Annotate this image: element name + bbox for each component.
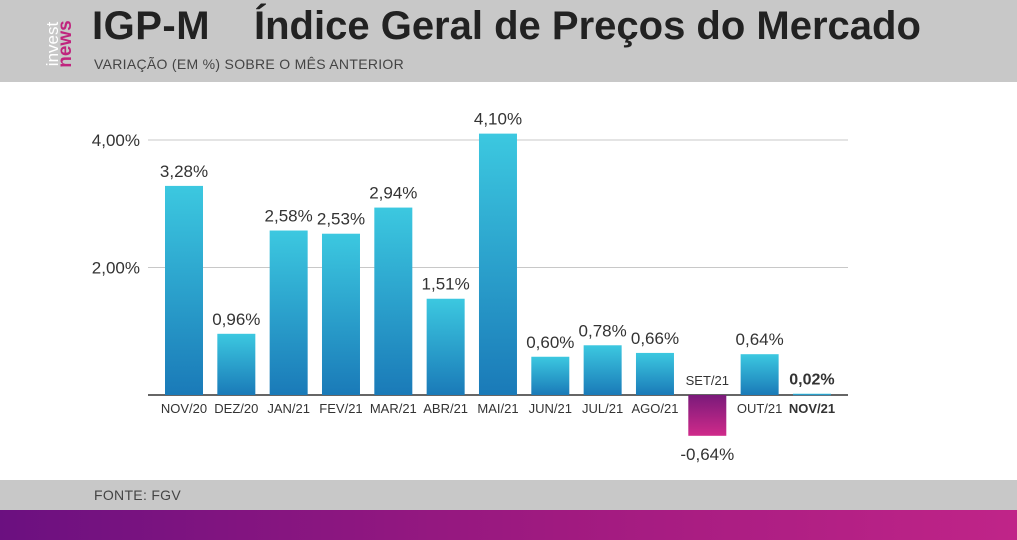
- bars: [165, 133, 831, 436]
- category-label: JUL/21: [582, 401, 623, 416]
- category-label: JAN/21: [267, 401, 310, 416]
- bar-abr-21: [426, 298, 465, 395]
- category-label: NOV/20: [161, 401, 207, 416]
- y-tick-label: 4,00%: [92, 131, 140, 150]
- value-label: 0,78%: [579, 321, 627, 340]
- bar-out-21: [740, 354, 779, 395]
- page-title: Índice Geral de Preços do Mercado: [254, 4, 921, 48]
- bar-chart: 2,00% 4,00% 3,28% NOV/20 0,96% DEZ/20 2,58% JAN…: [92, 110, 848, 464]
- bar-fev-21: [321, 233, 360, 395]
- category-label: OUT/21: [737, 401, 783, 416]
- value-label: 2,58%: [265, 207, 313, 226]
- y-tick-label: 2,00%: [92, 259, 140, 278]
- value-label: 0,96%: [212, 310, 260, 329]
- bar-jun-21: [531, 356, 570, 395]
- bar-dez-20: [217, 333, 256, 395]
- category-label: MAR/21: [370, 401, 417, 416]
- investnews-logo: news invest: [44, 20, 76, 68]
- bar-jan-21: [269, 230, 308, 395]
- brand-strip: [0, 510, 1017, 540]
- category-label: JUN/21: [529, 401, 572, 416]
- title-code: IGP-M: [92, 4, 211, 48]
- value-label: 2,94%: [369, 184, 417, 203]
- bar-mar-21: [374, 207, 413, 395]
- value-label: 3,28%: [160, 162, 208, 181]
- bar-nov-21: [792, 393, 831, 396]
- value-label: 0,60%: [526, 333, 574, 352]
- category-label: SET/21: [686, 373, 729, 388]
- category-label: ABR/21: [423, 401, 468, 416]
- labels: 2,00% 4,00% 3,28% NOV/20 0,96% DEZ/20 2,58% JAN…: [92, 110, 835, 464]
- category-label: MAI/21: [477, 401, 518, 416]
- value-label: 2,53%: [317, 210, 365, 229]
- chart-subtitle: VARIAÇÃO (EM %) SOBRE O MÊS ANTERIOR: [94, 56, 405, 72]
- bar-ago-21: [635, 352, 674, 395]
- bar-mai-21: [478, 133, 517, 395]
- category-label: NOV/21: [789, 401, 835, 416]
- bar-set-21: [688, 395, 727, 436]
- value-label: -0,64%: [680, 445, 734, 464]
- category-label: FEV/21: [319, 401, 362, 416]
- category-label: AGO/21: [631, 401, 678, 416]
- category-label: DEZ/20: [214, 401, 258, 416]
- svg-text:invest: invest: [44, 22, 62, 67]
- bar-jul-21: [583, 345, 622, 395]
- value-label: 4,10%: [474, 110, 522, 129]
- value-label: 0,66%: [631, 329, 679, 348]
- source-note: FONTE: FGV: [94, 487, 181, 503]
- value-label: 1,51%: [422, 275, 470, 294]
- bar-nov-20: [165, 185, 203, 395]
- svg-text:news: news: [55, 20, 76, 68]
- header-bar: news invest IGP-M Índice Geral de Preços…: [0, 0, 1017, 82]
- value-label: 0,64%: [736, 330, 784, 349]
- footer-bar: FONTE: FGV: [0, 480, 1017, 510]
- value-label: 0,02%: [789, 372, 834, 389]
